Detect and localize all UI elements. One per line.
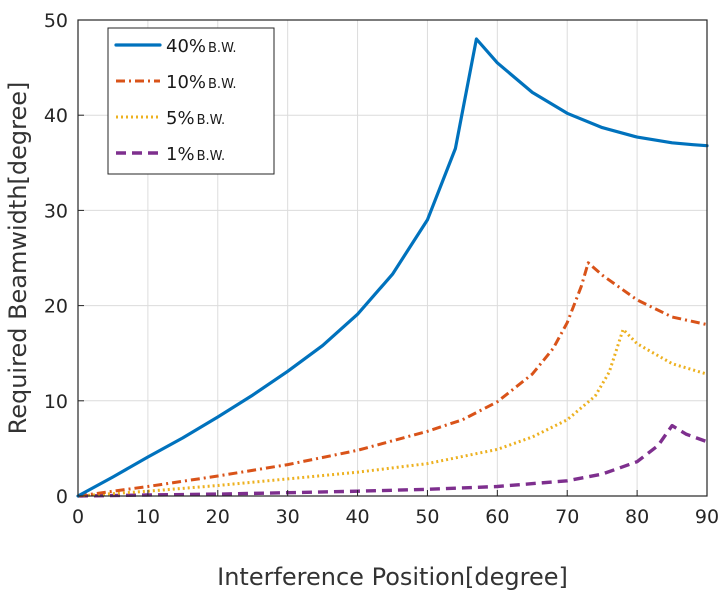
y-axis-label: Required Beamwidth[degree] xyxy=(4,82,32,435)
legend-series-name: 10% xyxy=(166,72,206,93)
legend-series-name: 5% xyxy=(166,108,195,129)
legend-series-name: 1% xyxy=(166,144,195,165)
y-tick-label: 0 xyxy=(56,486,68,508)
x-tick-label: 10 xyxy=(136,506,160,528)
x-tick-label: 60 xyxy=(485,506,509,528)
axes-frame xyxy=(77,19,708,497)
plot-area xyxy=(76,37,709,498)
series-line xyxy=(77,261,708,498)
y-tick-label: 50 xyxy=(44,10,68,32)
x-tick-label: 40 xyxy=(345,506,369,528)
legend-series-suffix: B.W. xyxy=(208,41,237,56)
legend-box xyxy=(107,27,275,175)
x-tick-label: 30 xyxy=(276,506,300,528)
x-tick-label: 50 xyxy=(415,506,439,528)
legend-series-suffix: B.W. xyxy=(197,149,226,164)
legend-series-name: 40% xyxy=(166,36,206,57)
x-tick-label: 80 xyxy=(625,506,649,528)
y-tick-label: 20 xyxy=(44,296,68,318)
axis-ticks: 0 10 20 30 40 50 60 70 80 90 0 10 20 30 40 50 xyxy=(44,10,719,528)
series-line xyxy=(76,37,709,498)
legend-label: 1% B.W. xyxy=(166,144,225,165)
x-tick-label: 70 xyxy=(555,506,579,528)
x-tick-label: 90 xyxy=(695,506,719,528)
legend-series-suffix: B.W. xyxy=(197,113,226,128)
legend: 40% B.W.10% B.W.5% B.W.1% B.W. xyxy=(107,27,275,175)
y-tick-label: 40 xyxy=(44,105,68,127)
x-axis-label: Interference Position[degree] xyxy=(217,563,568,591)
legend-label: 10% B.W. xyxy=(166,72,237,93)
series-line xyxy=(77,423,708,498)
x-tick-label: 0 xyxy=(72,506,84,528)
series-line xyxy=(77,327,708,498)
y-tick-label: 30 xyxy=(44,200,68,222)
legend-series-suffix: B.W. xyxy=(208,77,237,92)
y-tick-label: 10 xyxy=(44,391,68,413)
x-tick-label: 20 xyxy=(206,506,230,528)
legend-label: 40% B.W. xyxy=(166,36,237,57)
legend-label: 5% B.W. xyxy=(166,108,225,129)
